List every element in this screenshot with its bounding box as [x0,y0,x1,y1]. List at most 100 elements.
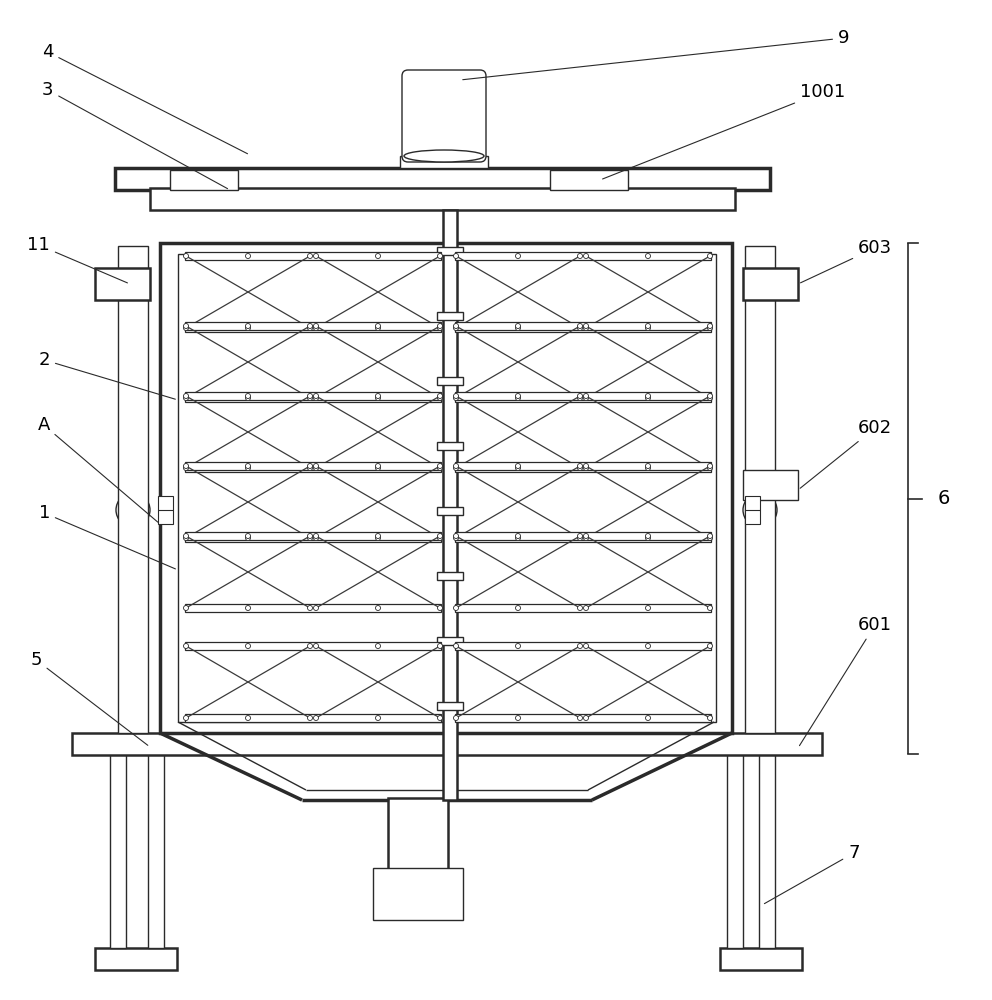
Bar [443,210,457,800]
Circle shape [707,253,712,258]
Bar [437,507,463,515]
Text: 2: 2 [39,351,176,399]
Circle shape [516,464,521,468]
Circle shape [313,324,318,328]
Circle shape [437,466,442,471]
Bar [455,464,711,472]
Bar [437,637,463,645]
Circle shape [184,605,188,610]
Circle shape [437,324,442,328]
Bar [759,753,775,948]
Text: 7: 7 [765,844,859,904]
Circle shape [583,326,588,330]
Text: 4: 4 [42,43,248,154]
Circle shape [516,536,521,540]
Bar [185,604,441,612]
Circle shape [583,536,588,540]
Circle shape [646,466,651,471]
Bar [743,268,798,300]
Circle shape [313,326,318,330]
Circle shape [308,466,312,471]
Circle shape [245,326,251,330]
Circle shape [453,536,458,540]
Circle shape [313,534,318,538]
Circle shape [376,393,381,398]
Bar [550,170,628,190]
Circle shape [453,464,458,468]
Bar [388,798,448,870]
Bar [455,714,711,722]
Circle shape [437,716,442,720]
Circle shape [453,466,458,471]
Circle shape [437,605,442,610]
Circle shape [707,324,712,328]
Circle shape [437,644,442,648]
Circle shape [707,605,712,610]
Circle shape [453,326,458,330]
Circle shape [577,253,582,258]
Circle shape [184,326,188,330]
Circle shape [583,716,588,720]
Circle shape [313,644,318,648]
Circle shape [577,326,582,330]
Circle shape [453,393,458,398]
Ellipse shape [404,150,484,162]
Circle shape [707,395,712,400]
Circle shape [646,326,651,330]
Text: 1001: 1001 [602,83,845,179]
Circle shape [577,644,582,648]
Circle shape [245,395,251,400]
Bar [115,168,770,190]
Circle shape [245,466,251,471]
Text: 602: 602 [801,419,892,488]
Circle shape [437,393,442,398]
Circle shape [646,324,651,328]
Text: 6: 6 [938,489,950,508]
Circle shape [516,644,521,648]
Bar [373,868,463,920]
Circle shape [313,253,318,258]
Circle shape [184,536,188,540]
Circle shape [707,466,712,471]
Circle shape [184,466,188,471]
Circle shape [577,716,582,720]
Circle shape [245,716,251,720]
Circle shape [313,393,318,398]
Circle shape [308,716,312,720]
Bar [178,254,716,722]
Circle shape [376,324,381,328]
Bar [72,733,822,755]
Bar [455,252,711,260]
Circle shape [376,716,381,720]
Circle shape [437,464,442,468]
Circle shape [245,393,251,398]
Circle shape [313,605,318,610]
Circle shape [646,716,651,720]
Circle shape [516,324,521,328]
Circle shape [437,326,442,330]
Circle shape [453,395,458,400]
Circle shape [577,464,582,468]
Circle shape [376,253,381,258]
Circle shape [308,536,312,540]
Bar [118,246,148,733]
Circle shape [184,534,188,538]
Bar [185,462,441,470]
Circle shape [707,326,712,330]
Circle shape [184,253,188,258]
Bar [455,394,711,402]
Circle shape [245,534,251,538]
Bar [400,156,488,168]
Circle shape [583,644,588,648]
Bar [148,753,164,948]
Circle shape [577,324,582,328]
Bar [95,948,177,970]
FancyBboxPatch shape [402,70,486,162]
Text: A: A [38,416,158,522]
Circle shape [516,605,521,610]
Circle shape [577,534,582,538]
Bar [743,470,798,500]
Circle shape [516,326,521,330]
Text: 1: 1 [39,504,176,569]
Circle shape [707,464,712,468]
